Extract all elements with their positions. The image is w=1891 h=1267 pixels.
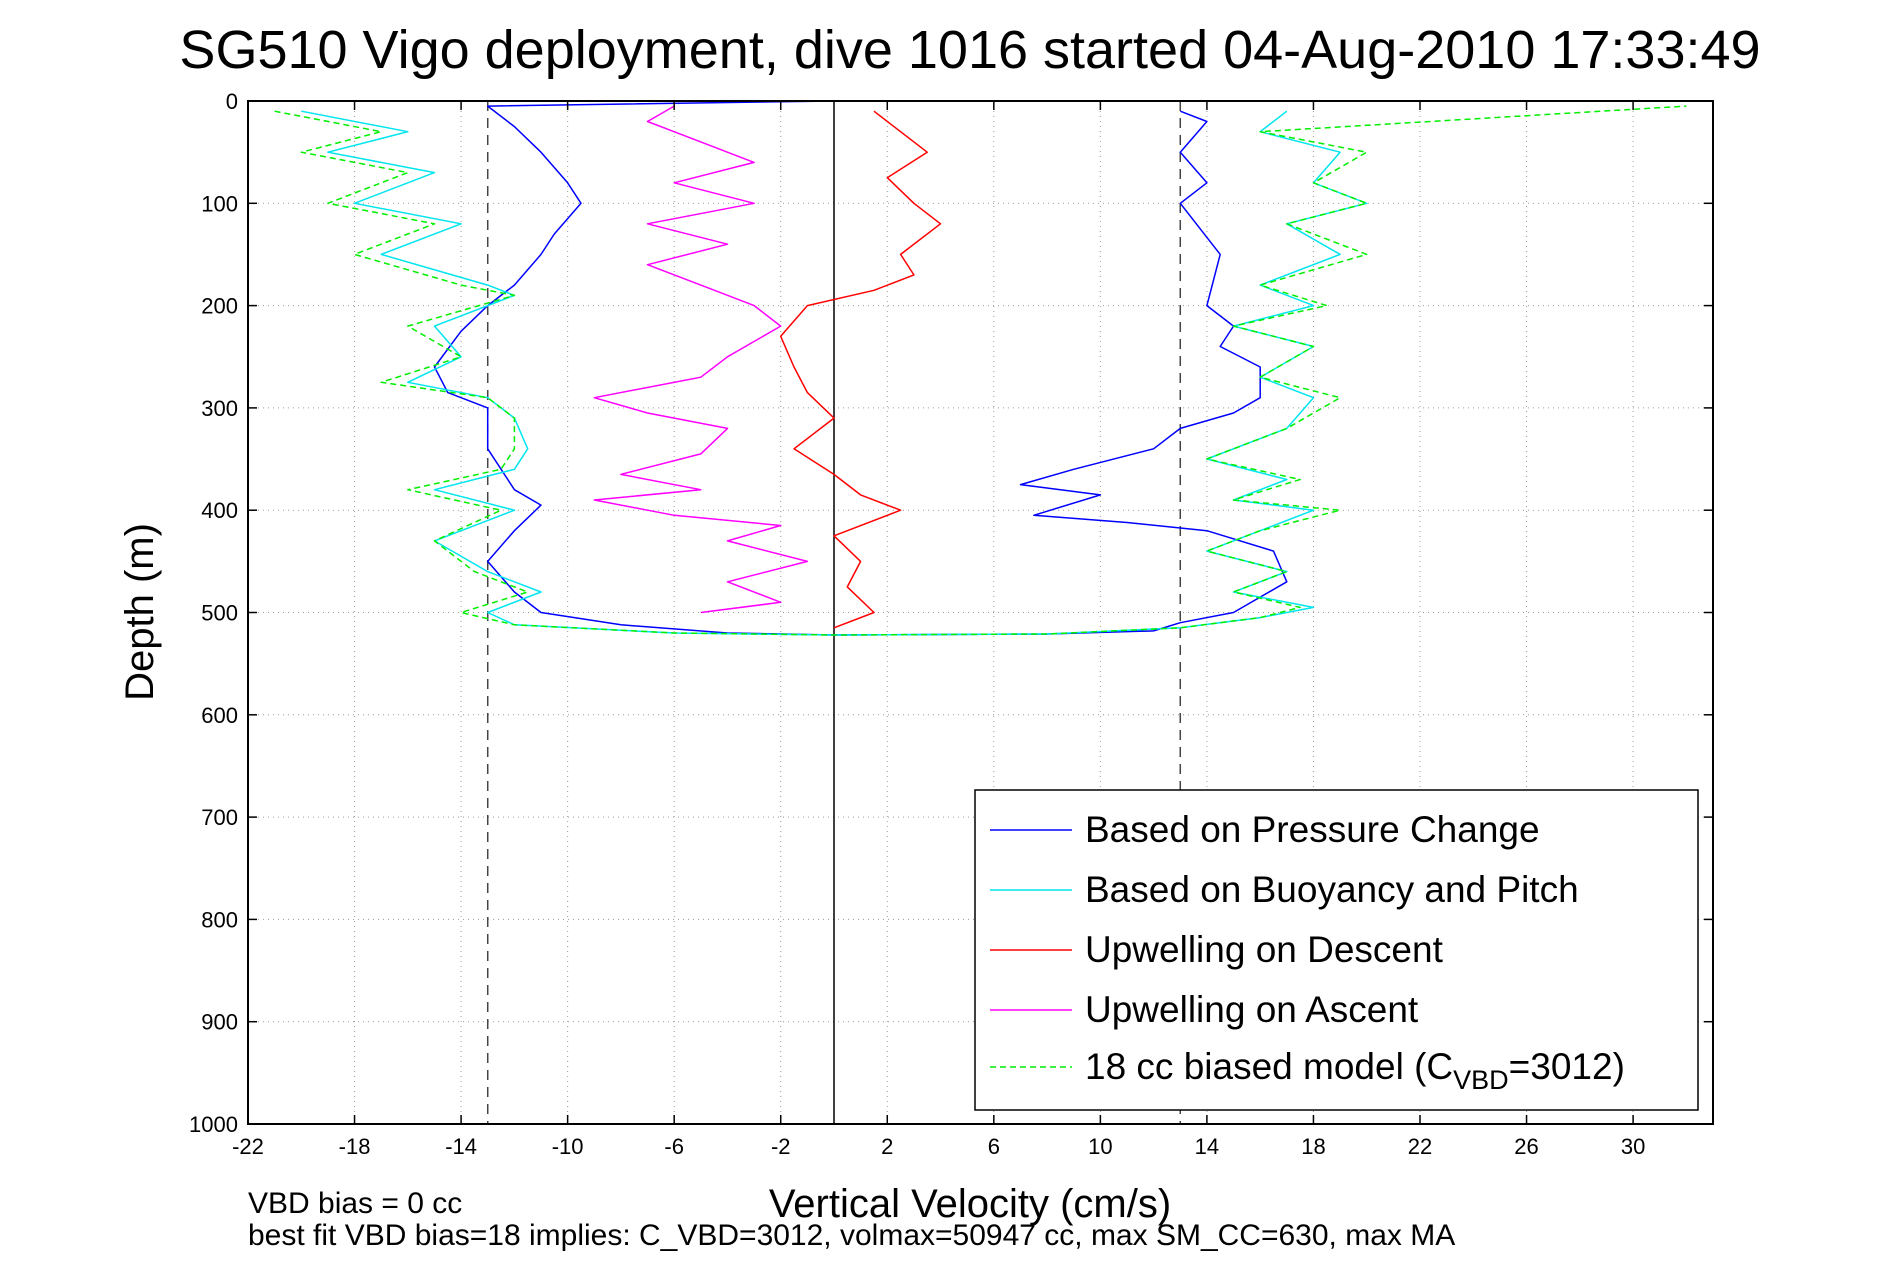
legend-label: 18 cc biased model (CVBD=3012) [1085, 1046, 1625, 1095]
x-tick-label: 10 [1088, 1134, 1112, 1159]
legend: Based on Pressure Change Based on Buoyanc… [974, 789, 1699, 1111]
chart-title: SG510 Vigo deployment, dive 1016 started… [179, 20, 1760, 80]
x-tick-label: 2 [881, 1134, 893, 1159]
series-line-5 [274, 105, 1687, 636]
best-fit-note: best fit VBD bias=18 implies: C_VBD=3012… [248, 1219, 1455, 1252]
vbd-bias-note: VBD bias = 0 cc [248, 1187, 462, 1220]
legend-label: Based on Pressure Change [1085, 809, 1540, 850]
x-tick-label: -10 [552, 1134, 584, 1159]
grid [247, 100, 1713, 1125]
series-line-2 [301, 110, 1368, 636]
x-tick-label: 22 [1408, 1134, 1432, 1159]
x-tick-label: 26 [1514, 1134, 1538, 1159]
series-layer [274, 100, 1687, 636]
y-tick-label: 700 [201, 805, 238, 830]
legend-label: Upwelling on Descent [1085, 929, 1444, 970]
x-tick-label: 6 [988, 1134, 1000, 1159]
y-tick-label: 600 [201, 703, 238, 728]
y-tick-label: 900 [201, 1010, 238, 1035]
y-tick-label: 1000 [189, 1112, 238, 1137]
x-ticks: -22 -18 -14 -10 -6 -2 2 6 10 14 18 22 26 30 [232, 101, 1645, 1159]
x-tick-label: -14 [445, 1134, 477, 1159]
x-tick-label: -22 [232, 1134, 264, 1159]
legend-label: Based on Buoyancy and Pitch [1085, 869, 1579, 910]
x-tick-label: 30 [1621, 1134, 1645, 1159]
legend-box [974, 789, 1699, 1111]
series-line-3 [779, 110, 942, 629]
y-tick-label: 300 [201, 396, 238, 421]
y-tick-label: 800 [201, 907, 238, 932]
y-axis-label: Depth (m) [118, 523, 162, 701]
y-tick-label: 500 [201, 601, 238, 626]
x-axis-label: Vertical Velocity (cm/s) [769, 1182, 1171, 1226]
x-tick-label: -2 [771, 1134, 791, 1159]
series-line-1 [433, 100, 1288, 636]
y-tick-label: 0 [226, 89, 238, 114]
series-line-4 [593, 105, 809, 614]
legend-label: Upwelling on Ascent [1085, 989, 1419, 1030]
x-tick-label: 18 [1301, 1134, 1325, 1159]
x-tick-label: 14 [1195, 1134, 1219, 1159]
x-tick-label: -18 [339, 1134, 371, 1159]
y-tick-label: 400 [201, 498, 238, 523]
y-ticks: 0 100 200 300 400 500 600 700 800 900 1000 [189, 89, 1713, 1137]
y-tick-label: 100 [201, 191, 238, 216]
y-tick-label: 200 [201, 294, 238, 319]
x-tick-label: -6 [664, 1134, 684, 1159]
